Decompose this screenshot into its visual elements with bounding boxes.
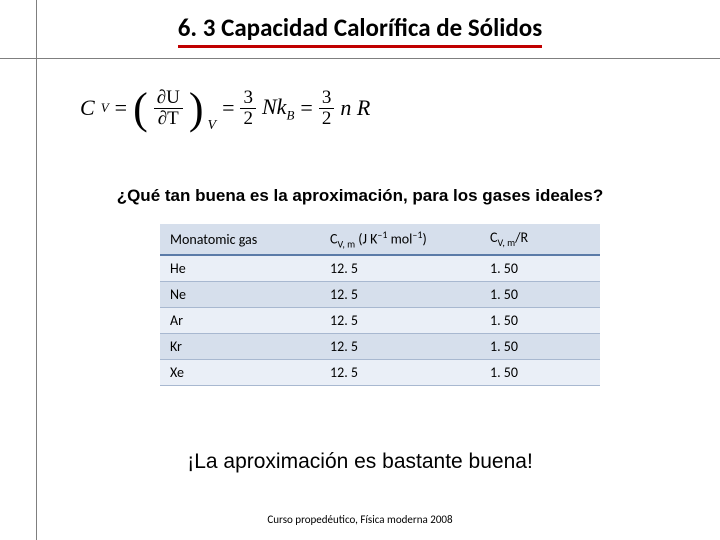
cell-gas: He — [160, 255, 320, 282]
R: R — [357, 95, 370, 120]
dT: ∂T — [155, 109, 182, 129]
n: n — [340, 95, 351, 120]
horizontal-rule-top — [0, 58, 720, 59]
cell-cvm: 12. 5 — [320, 308, 480, 334]
three-a: 3 — [240, 88, 256, 109]
cvm-mid: mol — [387, 231, 412, 248]
cvm-close: ) — [422, 231, 426, 248]
eq-sign-2: = — [222, 95, 234, 121]
table-header-row: Monatomic gas CV, m (J K–1 mol–1) CV, m/… — [160, 224, 600, 255]
cvm-sup2: –1 — [412, 228, 422, 241]
nR: n R — [340, 95, 370, 121]
frac-3-2b: 3 2 — [319, 88, 335, 129]
frac-3-2a: 3 2 — [240, 88, 256, 129]
ratio-sub: V, m — [497, 236, 515, 249]
paren-sub-V: V — [208, 118, 217, 134]
col-ratio: CV, m/R — [480, 224, 600, 255]
formula-Vsub: V — [101, 100, 109, 116]
cvm-open: (J K — [355, 231, 377, 248]
formula-C: C — [80, 95, 95, 121]
conclusion-text: ¡La aproximación es bastante buena! — [0, 450, 720, 474]
two-a: 2 — [240, 109, 256, 129]
B: B — [286, 107, 294, 122]
ratio-divR: /R — [515, 229, 528, 246]
dU: ∂U — [154, 88, 183, 109]
cell-gas: Xe — [160, 360, 320, 386]
cell-cvm: 12. 5 — [320, 360, 480, 386]
table-body: He 12. 5 1. 50 Ne 12. 5 1. 50 Ar 12. 5 1… — [160, 255, 600, 386]
cell-cvm: 12. 5 — [320, 334, 480, 360]
cell-cvm: 12. 5 — [320, 282, 480, 308]
eq-sign-1: = — [115, 95, 127, 121]
cvm-sup1: –1 — [377, 228, 387, 241]
k: k — [277, 94, 287, 119]
table-row: He 12. 5 1. 50 — [160, 255, 600, 282]
col-cvm: CV, m (J K–1 mol–1) — [320, 224, 480, 255]
table-row: Kr 12. 5 1. 50 — [160, 334, 600, 360]
col-gas: Monatomic gas — [160, 224, 320, 255]
cell-cvm: 12. 5 — [320, 255, 480, 282]
NkB: NkB — [262, 94, 294, 123]
cell-ratio: 1. 50 — [480, 282, 600, 308]
cvm-sub: V, m — [337, 237, 355, 250]
lparen: ( — [133, 89, 148, 129]
two-b: 2 — [319, 109, 335, 129]
question-text: ¿Qué tan buena es la aproximación, para … — [0, 186, 720, 206]
cell-ratio: 1. 50 — [480, 360, 600, 386]
table-row: Ne 12. 5 1. 50 — [160, 282, 600, 308]
table-row: Ar 12. 5 1. 50 — [160, 308, 600, 334]
cell-gas: Ar — [160, 308, 320, 334]
cell-gas: Kr — [160, 334, 320, 360]
footer-text: Curso propedéutico, Física moderna 2008 — [0, 513, 720, 526]
cell-ratio: 1. 50 — [480, 255, 600, 282]
cell-ratio: 1. 50 — [480, 334, 600, 360]
cell-ratio: 1. 50 — [480, 308, 600, 334]
heat-capacity-table: Monatomic gas CV, m (J K–1 mol–1) CV, m/… — [160, 224, 600, 386]
page-title: 6. 3 Capacidad Calorífica de Sólidos — [178, 12, 542, 48]
frac-dUdT: ∂U ∂T — [154, 88, 183, 129]
title-container: 6. 3 Capacidad Calorífica de Sólidos — [0, 12, 720, 48]
N: N — [262, 94, 277, 119]
rparen: ) — [189, 89, 204, 129]
eq-sign-3: = — [300, 95, 312, 121]
cell-gas: Ne — [160, 282, 320, 308]
table-row: Xe 12. 5 1. 50 — [160, 360, 600, 386]
formula-cv: CV = ( ∂U ∂T )V = 3 2 NkB = 3 2 n R — [80, 88, 370, 129]
three-b: 3 — [319, 88, 335, 109]
